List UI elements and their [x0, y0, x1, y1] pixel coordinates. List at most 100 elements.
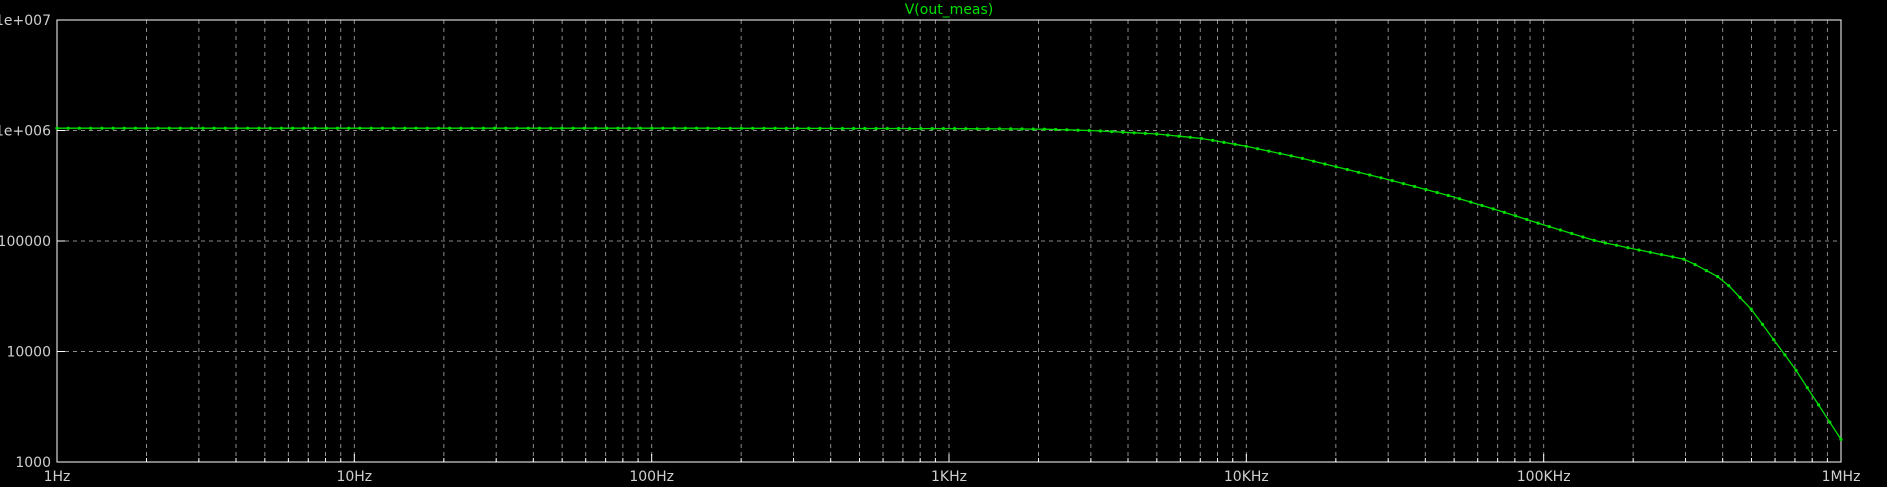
data-point: [1323, 162, 1327, 166]
data-point: [1659, 253, 1664, 257]
data-point: [403, 126, 407, 130]
x-tick-label: 10Hz: [336, 469, 372, 485]
data-point: [638, 126, 643, 130]
data-point: [885, 126, 889, 131]
data-point: [1581, 235, 1585, 239]
data-point: [1031, 127, 1035, 131]
data-point: [526, 126, 530, 130]
data-point: [1817, 403, 1821, 407]
data-point: [953, 127, 957, 131]
y-tick-label: 1e+006: [0, 124, 51, 140]
data-point: [975, 127, 979, 131]
data-point: [111, 126, 115, 130]
data-point: [257, 126, 261, 130]
data-point: [1132, 131, 1136, 135]
data-point: [627, 126, 631, 130]
data-point: [560, 126, 564, 130]
data-point: [1794, 368, 1798, 372]
data-point: [616, 126, 620, 130]
data-point: [863, 126, 867, 131]
data-point: [706, 126, 710, 130]
x-tick-label: 100Hz: [629, 469, 674, 485]
data-point: [291, 126, 295, 130]
data-point: [223, 126, 227, 130]
data-point: [829, 126, 833, 130]
data-point: [100, 126, 104, 130]
x-tick-label: 1Hz: [44, 469, 71, 485]
data-point: [493, 126, 497, 130]
data-point: [919, 127, 923, 131]
data-point: [605, 126, 609, 130]
data-point: [448, 126, 452, 130]
data-point: [1278, 151, 1282, 156]
data-point: [594, 126, 598, 130]
data-point: [1413, 184, 1417, 189]
data-point: [549, 126, 553, 130]
data-point: [728, 126, 732, 130]
data-point: [1637, 248, 1641, 252]
data-point: [840, 126, 845, 131]
data-point: [1177, 134, 1181, 138]
data-point: [358, 126, 362, 130]
data-point: [1772, 338, 1776, 342]
data-point: [1480, 203, 1484, 208]
data-point: [1368, 173, 1372, 177]
data-point: [997, 127, 1002, 131]
x-tick-label: 1MHz: [1822, 469, 1861, 485]
data-point: [795, 126, 800, 130]
data-point: [470, 126, 474, 130]
data-point: [380, 126, 384, 130]
data-point: [1065, 128, 1069, 132]
data-point: [537, 126, 542, 130]
data-point: [1682, 257, 1686, 261]
data-point: [1401, 182, 1405, 186]
data-point: [1671, 255, 1675, 259]
data-point: [436, 126, 441, 130]
data-point: [1738, 295, 1742, 300]
data-point: [1828, 420, 1832, 424]
data-point: [481, 126, 485, 130]
x-tick-label: 1KHz: [931, 469, 967, 485]
data-point: [986, 127, 990, 131]
data-point: [1334, 165, 1338, 169]
data-point: [201, 126, 205, 130]
data-point: [1704, 269, 1708, 273]
data-point: [133, 126, 138, 130]
y-tick-label: 1e+007: [0, 13, 51, 29]
data-point: [302, 126, 306, 130]
data-point: [1783, 353, 1787, 357]
data-point: [1188, 135, 1192, 139]
data-point: [818, 126, 822, 130]
data-point: [369, 126, 373, 130]
data-point: [672, 126, 676, 130]
data-point: [717, 126, 721, 130]
data-point: [964, 127, 968, 131]
data-point: [773, 126, 777, 130]
data-point: [1716, 275, 1720, 279]
data-point: [1648, 250, 1652, 254]
data-point: [930, 127, 934, 131]
data-point: [414, 126, 418, 130]
data-point: [1166, 133, 1170, 137]
data-point: [751, 126, 755, 130]
data-point: [89, 126, 93, 130]
data-point: [515, 126, 519, 130]
data-point: [167, 126, 171, 130]
data-point: [1110, 130, 1114, 134]
data-point: [1805, 386, 1809, 390]
data-point: [425, 126, 429, 130]
data-point: [1020, 127, 1024, 131]
data-point: [279, 126, 283, 130]
y-tick-label: 1000: [15, 455, 51, 471]
data-point: [122, 126, 126, 130]
data-point: [1076, 128, 1080, 132]
data-point: [1300, 156, 1304, 160]
data-point: [1491, 207, 1495, 211]
data-point: [212, 126, 216, 130]
data-point: [1222, 140, 1226, 144]
data-point: [1760, 322, 1765, 326]
data-point: [1749, 307, 1753, 311]
data-point: [1839, 437, 1843, 441]
data-point: [1536, 221, 1540, 225]
